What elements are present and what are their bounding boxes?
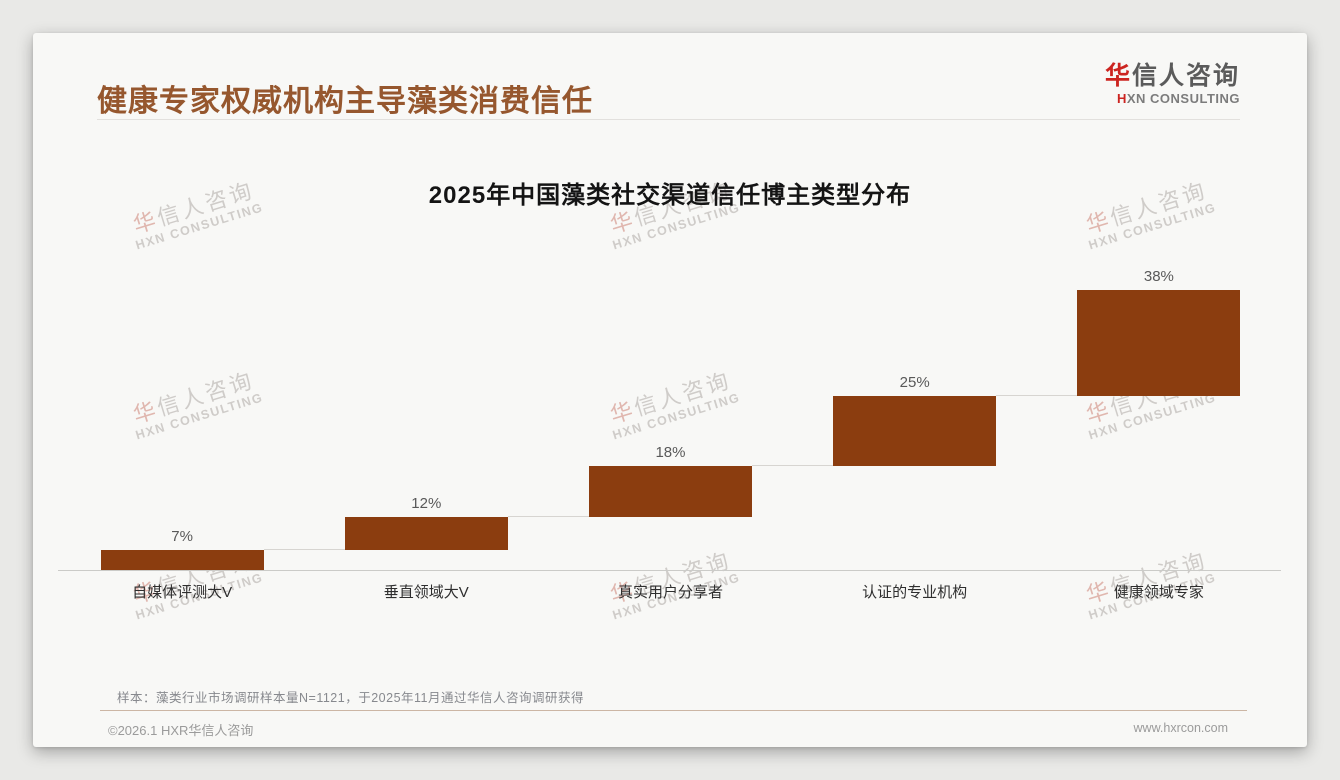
chart-categories: 自媒体评测大V 垂直领域大V 真实用户分享者 认证的专业机构 健康领域专家 [60,581,1281,603]
chart-category-label: 真实用户分享者 [617,584,723,601]
chart-bar [588,466,752,517]
chart-bar [1077,290,1241,397]
footnote: 样本：藻类行业市场调研样本量N=1121，于2025年11月通过华信人咨询调研获… [117,691,584,705]
title-divider [97,119,1240,120]
chart-title: 2025年中国藻类社交渠道信任博主类型分布 [428,182,912,209]
footer-copyright: ©2026.1 HXR华信人咨询 [108,723,254,738]
chart-value-label: 25% [899,374,930,392]
logo-cn-text: 华信人咨询 [1105,61,1240,91]
chart-category-label: 垂直领域大V [383,584,469,601]
logo-cn-rest: 信人咨询 [1131,62,1240,90]
chart-category-label: 认证的专业机构 [862,584,968,601]
logo-en-accent: H [1116,91,1127,106]
footer-url: www.hxrcon.com [1133,721,1228,735]
chart-connector-line [752,465,834,467]
page-title: 健康专家权威机构主导藻类消费信任 [97,85,593,118]
chart-bar [833,396,997,467]
chart-value-label: 7% [171,528,193,546]
chart-plot: 7% 12% 18% 25% 38% [60,268,1281,570]
footer-divider [100,710,1247,711]
chart-category-label: 健康领域专家 [1113,584,1204,601]
chart-axis-line [58,570,1281,571]
chart-value-label: 18% [655,444,686,462]
chart-bar [344,516,508,551]
logo-cn-accent: 华 [1104,62,1132,90]
chart-connector-line [996,395,1078,397]
chart-connector-line [263,549,345,551]
chart-connector-line [507,515,589,517]
slide-card: 华信人咨询 HXN CONSULTING 华信人咨询 HXN CONSULTING 华信… [33,33,1307,747]
chart-value-label: 12% [411,494,442,512]
chart-value-label: 38% [1143,268,1174,285]
logo-en-text: HXN CONSULTING [1105,91,1240,106]
logo-en-rest: XN CONSULTING [1126,91,1240,106]
chart-bar [100,550,264,570]
company-logo: 华信人咨询 HXN CONSULTING [1105,61,1240,106]
chart-category-label: 自媒体评测大V [132,584,233,601]
